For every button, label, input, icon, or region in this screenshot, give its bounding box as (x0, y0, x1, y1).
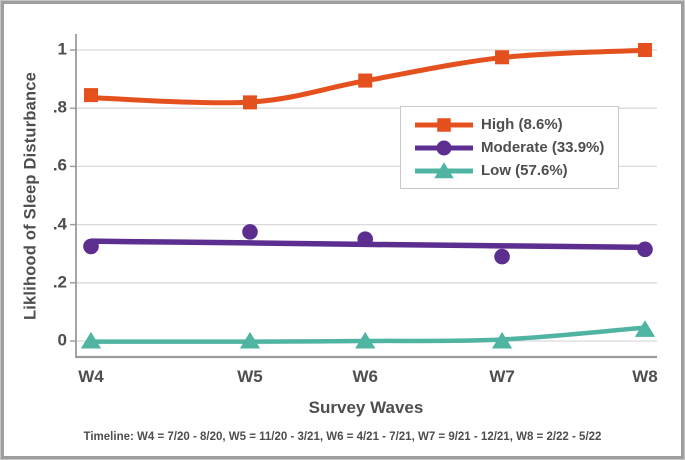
x-axis-tick-label: W8 (632, 367, 658, 386)
x-axis-tick-label: W6 (352, 367, 378, 386)
timeline-caption: Timeline: W4 = 7/20 - 8/20, W5 = 11/20 -… (83, 431, 602, 443)
y-axis-tick-label: .8 (52, 97, 67, 117)
y-axis-tick-label: 0 (57, 330, 67, 350)
legend-label-low: Low (57.6%) (481, 162, 568, 179)
y-axis-tick-label: 1 (57, 39, 67, 59)
x-axis-tick-label: W7 (489, 367, 515, 386)
legend-label-high: High (8.6%) (481, 116, 563, 133)
legend-marker-low-triangle-icon (415, 161, 473, 178)
legend-row-moderate: Moderate (33.9%) (414, 136, 618, 159)
legend-marker-moderate-circle-icon (415, 140, 473, 155)
legend-row-low: Low (57.6%) (414, 159, 618, 182)
y-axis-tick-label: .6 (52, 155, 67, 175)
legend-row-high: High (8.6%) (414, 113, 618, 136)
legend-box: High (8.6%) Moderate (33.9%) Low (57.6%) (400, 106, 619, 189)
y-axis-tick-label: .4 (52, 214, 67, 234)
y-axis-tick-label: .2 (52, 272, 67, 292)
x-axis-tick-label: W5 (237, 367, 263, 386)
x-axis-title: Survey Waves (308, 398, 424, 417)
x-axis-tick-label: W4 (78, 367, 104, 386)
legend-label-moderate: Moderate (33.9%) (481, 139, 605, 156)
legend-marker-high-square-icon (415, 117, 473, 132)
